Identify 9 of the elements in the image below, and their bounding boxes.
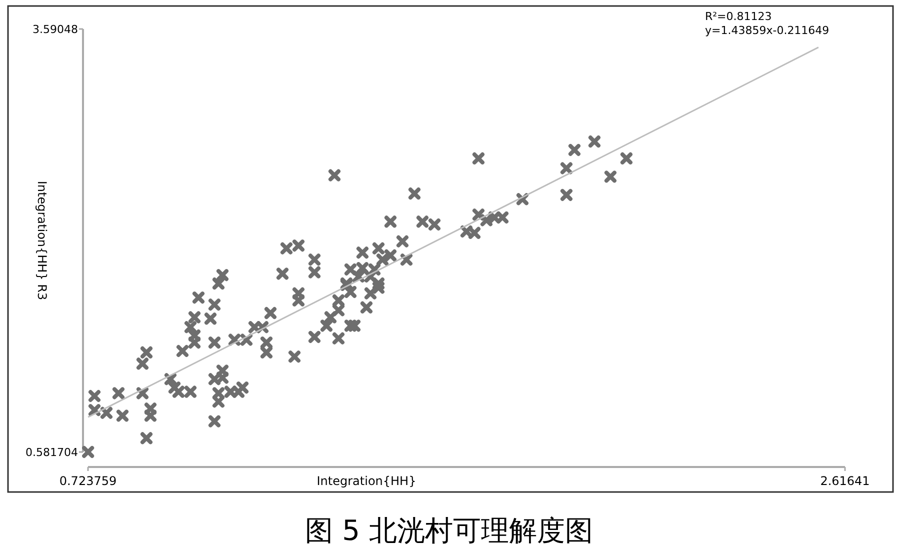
x-axis-title: Integration{HH} xyxy=(316,474,416,488)
annotation: y=1.43859x-0.211649 xyxy=(705,24,830,37)
y-tick-label: 3.59048 xyxy=(32,23,78,36)
text: 图 5 北洸村可理解度图 xyxy=(305,514,593,547)
x-tick-label: 2.61641 xyxy=(820,474,870,488)
y-tick-label: 0.581704 xyxy=(26,446,78,459)
y-axis-title: Integration{HH} R3 xyxy=(35,180,49,300)
x-tick-label: 0.723759 xyxy=(59,474,117,488)
text: R²=0.81123 xyxy=(705,10,772,23)
